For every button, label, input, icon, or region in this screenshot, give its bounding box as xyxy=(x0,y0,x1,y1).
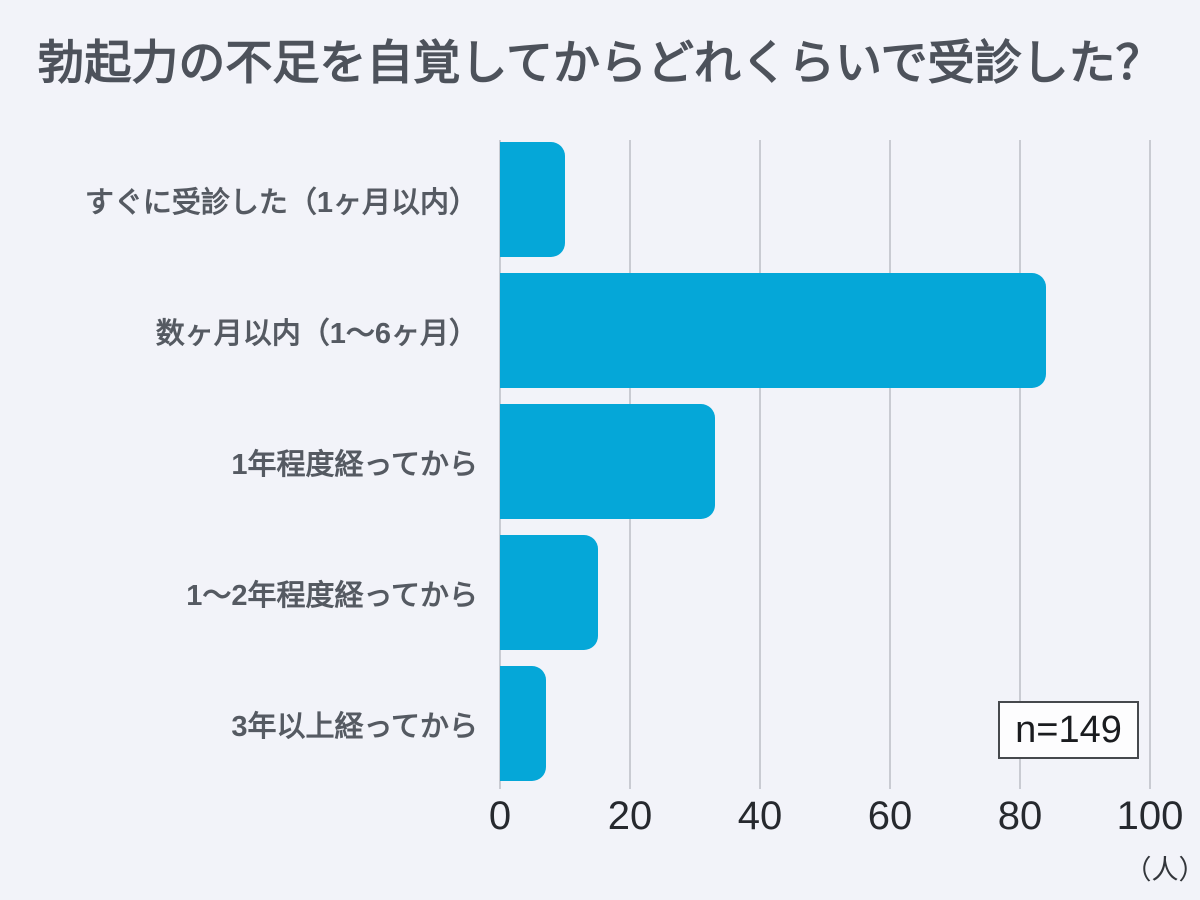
category-label: 3年以上経ってから xyxy=(231,710,478,743)
category-label: 1〜2年程度経ってから xyxy=(186,579,478,612)
x-axis-tick: 80 xyxy=(997,794,1043,838)
x-axis-unit-label: （人） xyxy=(1124,855,1200,885)
x-axis-tick: 20 xyxy=(607,794,653,838)
x-axis-tick: 100 xyxy=(1116,794,1184,838)
x-axis-tick: 60 xyxy=(867,794,913,838)
bar xyxy=(500,404,715,519)
bar xyxy=(500,535,598,650)
bar xyxy=(500,273,1046,388)
category-label: すぐに受診した（1ヶ月以内） xyxy=(84,186,478,219)
sample-size-annotation: n=149 xyxy=(998,701,1139,759)
x-axis-tick: 0 xyxy=(488,794,512,838)
gridline xyxy=(1149,140,1151,789)
category-label: 1年程度経ってから xyxy=(231,448,478,481)
gridline xyxy=(759,140,761,789)
gridline xyxy=(889,140,891,789)
bar xyxy=(500,142,565,257)
chart-title: 勃起力の不足を自覚してからどれくらいで受診した？ xyxy=(37,36,1163,89)
category-label: 数ヶ月以内（1〜6ヶ月） xyxy=(155,317,478,350)
x-axis-tick: 40 xyxy=(737,794,783,838)
gridline xyxy=(1019,140,1021,789)
bar xyxy=(500,666,546,781)
